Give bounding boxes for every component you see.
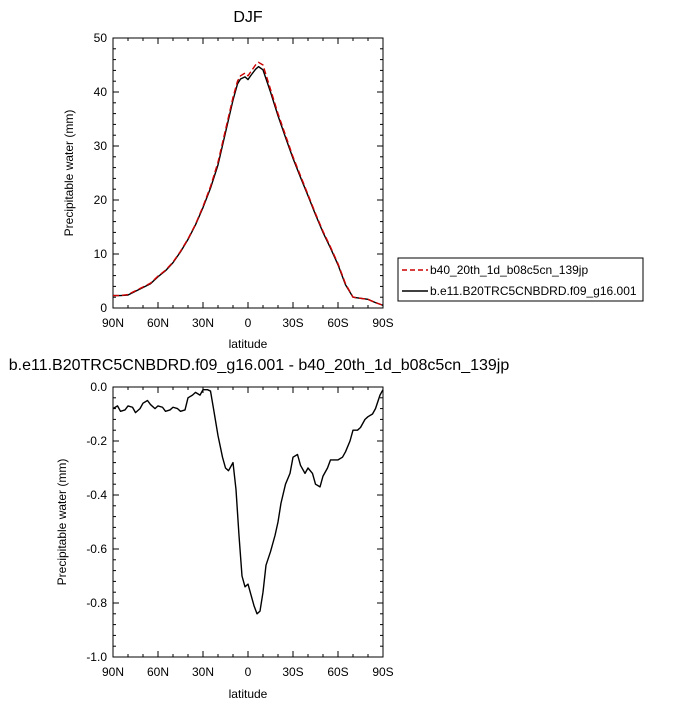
y-tick-label: 0 [100, 301, 107, 315]
y-axis-ticks: 0 10 20 30 40 50 [94, 31, 383, 315]
x-tick-label: 0 [245, 316, 252, 330]
x-tick-label: 90S [372, 665, 393, 679]
y-tick-label: -0.2 [86, 434, 107, 448]
x-tick-label: 60N [147, 665, 169, 679]
x-axis-ticks: 90N 60N 30N 0 30S 60S 90S [102, 387, 394, 679]
y-tick-label: 30 [94, 139, 108, 153]
x-tick-label: 60S [327, 316, 348, 330]
x-tick-label: 0 [245, 665, 252, 679]
legend-entry-1: b40_20th_1d_b08c5cn_139jp [430, 263, 588, 277]
plot-frame [112, 386, 384, 658]
y-tick-label: 10 [94, 247, 108, 261]
series-line-2 [113, 61, 384, 306]
legend-entry-2: b.e11.B20TRC5CNBDRD.f09_g16.001 [430, 284, 637, 298]
series-lines [112, 389, 384, 615]
x-axis-label: latitude [229, 687, 268, 701]
y-tick-label: 20 [94, 193, 108, 207]
y-tick-label: -0.8 [86, 596, 107, 610]
x-tick-label: 90N [102, 665, 124, 679]
x-tick-label: 60N [147, 316, 169, 330]
x-tick-label: 30S [282, 665, 303, 679]
precipitable-water-panel: DJF 0 10 20 30 40 50 90N 60N 30N 0 30S 60S 90S lati… [62, 9, 644, 351]
x-tick-label: 90N [102, 316, 124, 330]
y-tick-label: -0.6 [86, 542, 107, 556]
x-tick-label: 60S [327, 665, 348, 679]
series-line-1 [113, 65, 384, 306]
y-tick-label: -0.4 [86, 488, 107, 502]
series-lines [113, 61, 384, 306]
y-tick-label: 0.0 [90, 380, 107, 394]
x-tick-label: 30N [192, 665, 214, 679]
y-tick-label: -1.0 [86, 650, 107, 664]
y-axis-label: Precipitable water (mm) [55, 459, 69, 586]
x-axis-label: latitude [229, 337, 268, 351]
y-axis-label: Precipitable water (mm) [62, 110, 76, 237]
y-axis-ticks: 0.0 -0.2 -0.4 -0.6 -0.8 -1.0 [86, 380, 383, 664]
difference-title: b.e11.B20TRC5CNBDRD.f09_g16.001 - b40_20… [9, 357, 510, 374]
x-tick-label: 90S [372, 316, 393, 330]
series-line-1 [112, 389, 384, 615]
chart-title: DJF [233, 9, 263, 26]
y-tick-label: 50 [94, 31, 108, 45]
legend: b40_20th_1d_b08c5cn_139jp b.e11.B20TRC5C… [397, 257, 644, 302]
legend-box [397, 257, 644, 302]
difference-panel: b.e11.B20TRC5CNBDRD.f09_g16.001 - b40_20… [9, 357, 510, 701]
x-tick-label: 30S [282, 316, 303, 330]
y-tick-label: 40 [94, 85, 108, 99]
x-tick-label: 30N [192, 316, 214, 330]
